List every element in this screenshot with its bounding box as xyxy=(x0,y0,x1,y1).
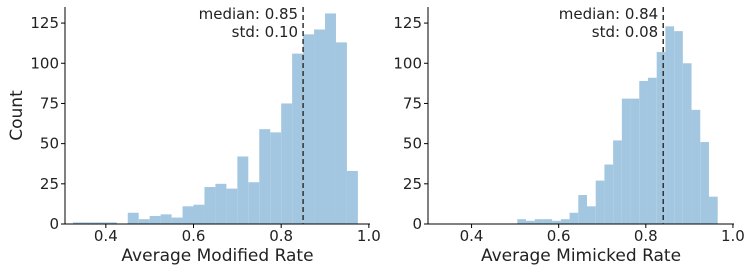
y-tick-label: 25 xyxy=(403,175,422,193)
x-tick-label: 0.4 xyxy=(94,227,118,245)
bar xyxy=(674,31,683,224)
bar xyxy=(248,182,260,224)
bar xyxy=(105,222,117,224)
bar xyxy=(193,204,205,224)
bar xyxy=(639,80,648,225)
bar xyxy=(226,188,238,224)
bar xyxy=(552,220,561,224)
y-tick-label: 100 xyxy=(393,54,422,72)
bar xyxy=(281,103,293,224)
annotation: std: 0.10 xyxy=(232,23,298,41)
bar xyxy=(517,219,527,224)
bar xyxy=(314,29,326,224)
bar xyxy=(303,34,315,224)
y-tick-label: 75 xyxy=(403,94,422,112)
x-axis-label: Average Mimicked Rate xyxy=(481,246,681,266)
bar xyxy=(534,219,544,224)
bar xyxy=(138,219,150,224)
y-tick-label: 25 xyxy=(40,175,59,193)
bar xyxy=(149,215,161,224)
bar xyxy=(569,212,579,224)
bar xyxy=(94,222,106,224)
y-tick-label: 0 xyxy=(49,215,59,233)
bar xyxy=(647,77,657,225)
y-tick-label: 0 xyxy=(412,215,422,233)
x-tick-label: 0.6 xyxy=(547,227,571,245)
bar xyxy=(578,195,587,224)
bar xyxy=(215,183,227,224)
bar xyxy=(237,156,249,224)
bar xyxy=(270,132,282,224)
bar xyxy=(259,129,271,224)
y-tick-label: 100 xyxy=(30,54,59,72)
bar xyxy=(83,222,95,224)
bar xyxy=(700,142,709,224)
annotation: median: 0.85 xyxy=(199,5,298,23)
x-tick-label: 0.6 xyxy=(182,227,206,245)
bar xyxy=(560,219,570,224)
bar xyxy=(682,63,692,224)
bar xyxy=(587,206,596,224)
x-tick-label: 1.0 xyxy=(357,227,381,245)
y-tick-label: 75 xyxy=(40,94,59,112)
x-axis-label: Average Modified Rate xyxy=(121,246,313,266)
annotation: median: 0.84 xyxy=(559,5,658,23)
bar xyxy=(665,26,675,224)
y-axis-label: Count xyxy=(7,90,27,141)
bar xyxy=(346,170,358,224)
y-tick-label: 50 xyxy=(40,135,59,153)
bar xyxy=(604,164,614,224)
y-tick-label: 125 xyxy=(30,14,59,32)
bar xyxy=(630,98,640,224)
x-tick-label: 0.4 xyxy=(460,227,484,245)
bar xyxy=(204,187,216,224)
bar xyxy=(160,214,172,224)
bar xyxy=(325,13,336,225)
bar xyxy=(292,53,304,225)
bar xyxy=(621,98,631,224)
bar xyxy=(72,222,84,224)
bar xyxy=(182,206,194,224)
bar xyxy=(335,42,347,225)
y-tick-label: 125 xyxy=(393,14,422,32)
x-tick-label: 0.8 xyxy=(634,227,658,245)
annotation: std: 0.08 xyxy=(592,23,658,41)
bar xyxy=(708,196,718,224)
bar xyxy=(543,219,553,224)
bar xyxy=(127,212,139,224)
x-tick-label: 0.8 xyxy=(269,227,293,245)
bar xyxy=(691,109,701,224)
bar xyxy=(656,52,666,224)
bar xyxy=(595,180,605,224)
y-tick-label: 50 xyxy=(403,135,422,153)
bar xyxy=(526,220,535,224)
x-tick-label: 1.0 xyxy=(721,227,745,245)
bar xyxy=(171,217,183,224)
bar xyxy=(613,140,622,224)
